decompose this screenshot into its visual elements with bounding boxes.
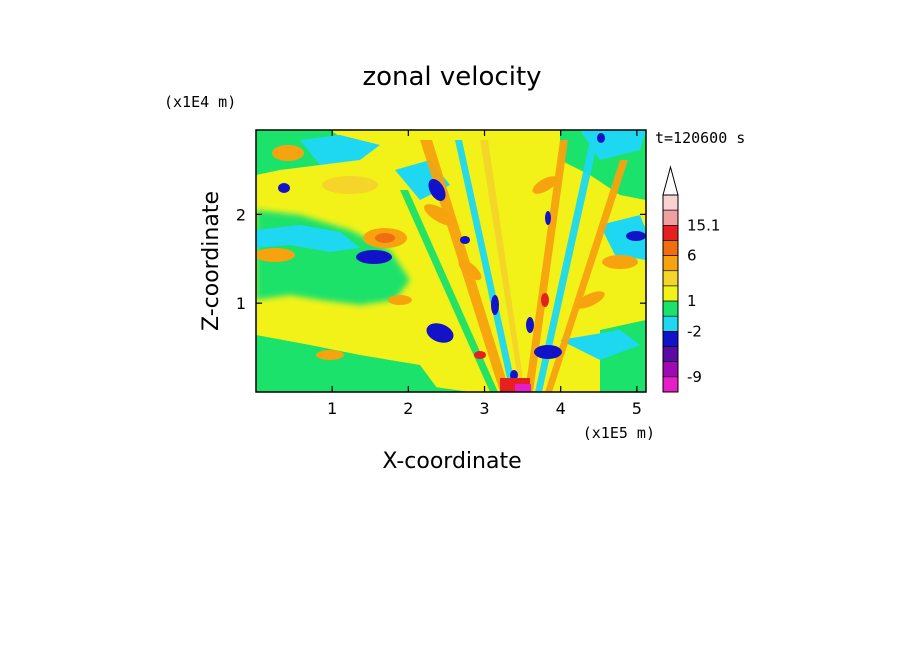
field-orange-10: [316, 350, 344, 360]
field-orange-9: [388, 295, 412, 305]
field-orange-6: [575, 291, 605, 309]
field-blue-5: [460, 236, 470, 244]
x-axis: 1 2 3 4 5: [327, 130, 642, 418]
colorbar-label-3: 6: [687, 247, 697, 265]
field-blue-6: [534, 345, 562, 359]
x-tick-label-1: 2: [403, 399, 413, 418]
field-cyan-right: [600, 215, 646, 260]
colorbar-label-6: 1: [687, 292, 697, 310]
heatmap-field: [256, 130, 646, 392]
field-cyan-topright: [580, 130, 646, 160]
colorbar-level-12: [662, 376, 679, 393]
colorbar-frame: [662, 194, 679, 393]
x-tick-label-0: 1: [327, 399, 337, 418]
field-darkorange-1: [375, 233, 395, 243]
field-magenta-source: [515, 384, 531, 392]
colorbar-level-1: [662, 209, 679, 226]
field-blue-2: [356, 250, 392, 264]
y-axis-label: Z-coordinate: [199, 191, 224, 331]
x-axis-label: X-coordinate: [382, 449, 521, 474]
y-unit-label: (x1E4 m): [164, 93, 236, 111]
x-tick-label-4: 5: [632, 399, 642, 418]
colorbar: 15.1 6 1 -2 -9: [662, 165, 720, 393]
colorbar-level-9: [662, 331, 679, 347]
field-cyan-bottomright: [560, 330, 640, 360]
field-blue-4: [428, 179, 446, 201]
colorbar-level-3: [662, 240, 679, 256]
x-tick-label-2: 3: [479, 399, 489, 418]
field-blue-8: [491, 295, 499, 315]
field-wave-stripes: [400, 140, 628, 392]
colorbar-level-8: [662, 315, 679, 332]
field-blue-7: [626, 231, 646, 241]
field-orange-1: [272, 145, 304, 161]
colorbar-level-10: [662, 346, 679, 362]
y-tick-label-1: 2: [236, 205, 246, 224]
field-blue-3: [426, 323, 454, 343]
colorbar-level-7: [662, 300, 679, 317]
field-cyan-top: [300, 135, 380, 165]
plot-frame: [255, 129, 647, 393]
colorbar-overflow-arrow: [662, 165, 679, 196]
colorbar-level-4: [662, 255, 679, 272]
colorbar-label-11: -9: [687, 368, 702, 386]
field-red-3: [541, 293, 549, 307]
field-blue-12: [597, 133, 605, 143]
colorbar-label-8: -2: [687, 322, 702, 340]
colorbar-level-2: [662, 225, 679, 241]
field-blue-1: [278, 183, 290, 193]
colorbar-level-6: [662, 285, 679, 302]
colorbar-label-1: 15.1: [687, 216, 720, 234]
x-tick-label-3: 4: [556, 399, 566, 418]
y-tick-label-0: 1: [236, 294, 246, 313]
colorbar-level-11: [662, 361, 679, 378]
field-blue-11: [510, 370, 518, 380]
y-axis: 12: [236, 205, 646, 313]
field-lightorange-1: [322, 176, 378, 194]
colorbar-level-5: [662, 270, 679, 287]
field-cyan-left-band: [256, 225, 360, 252]
field-red-2: [474, 351, 486, 359]
x-unit-label: (x1E5 m): [583, 424, 655, 442]
field-orange-5: [602, 255, 638, 269]
field-blue-10: [545, 211, 551, 225]
time-label: t=120600 s: [655, 129, 745, 147]
colorbar-level-0: [662, 194, 679, 211]
field-green-bottom-strip: [256, 370, 470, 392]
field-orange-8: [532, 176, 558, 194]
field-blue-9: [526, 317, 534, 333]
field-orange-3: [256, 248, 295, 262]
chart-title: zonal velocity: [362, 62, 541, 92]
